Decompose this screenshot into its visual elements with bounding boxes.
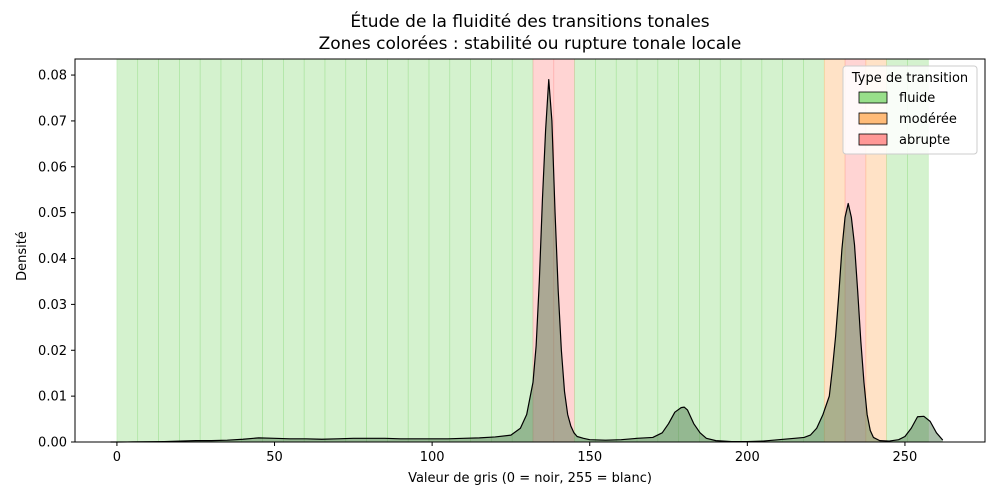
legend-swatch-modérée: [858, 112, 888, 125]
density-line: [110, 79, 944, 443]
x-axis-label: Valeur de gris (0 = noir, 255 = blanc): [408, 471, 652, 486]
zone-band-fluide: [345, 58, 367, 443]
axes: 0 50 100 150 200 250 0.00 0.01 0.02 0.03 0.04 0.05 0…: [38, 58, 986, 465]
zone-band-fluide: [740, 58, 763, 443]
zone-band-fluide: [366, 58, 388, 443]
zone-band-fluide: [678, 58, 700, 443]
zone-band-fluide: [615, 58, 638, 443]
x-tick-label: 100: [420, 450, 445, 465]
y-tick-label: 0.05: [38, 206, 67, 221]
zone-band-fluide: [262, 58, 284, 443]
x-tick-label: 0: [113, 450, 121, 465]
zone-band-fluide: [324, 58, 347, 443]
density-curve: [110, 79, 944, 443]
x-tick-label: 200: [735, 450, 760, 465]
legend-label: abrupte: [899, 133, 950, 148]
zone-band-fluide: [158, 58, 180, 443]
y-axis-label: Densité: [15, 231, 30, 281]
zone-band-fluide: [303, 58, 326, 443]
zone-band-fluide: [491, 58, 513, 443]
zone-band-fluide: [137, 58, 159, 443]
y-tick-label: 0.00: [38, 436, 67, 451]
legend-title: Type de transition: [851, 71, 968, 86]
y-tick-label: 0.07: [38, 114, 67, 129]
density-area: [110, 79, 943, 442]
zone-band-fluide: [761, 58, 783, 443]
zone-band-fluide: [636, 58, 659, 443]
y-tick-label: 0.02: [38, 344, 67, 359]
zone-band-fluide: [782, 58, 804, 443]
y-tick-label: 0.03: [38, 298, 67, 313]
zone-bands: [116, 58, 929, 443]
chart-title: Étude de la fluidité des transitions ton…: [350, 12, 710, 32]
legend: Type de transition fluide modérée abrupte: [842, 65, 978, 155]
chart-subtitle: Zones colorées : stabilité ou rupture to…: [318, 34, 742, 54]
y-tick-label: 0.08: [38, 69, 67, 84]
x-tick-label: 50: [266, 450, 283, 465]
zone-band-fluide: [179, 58, 201, 443]
zone-band-fluide: [511, 58, 534, 443]
legend-swatch-fluide: [858, 91, 888, 104]
zone-band-fluide: [283, 58, 305, 443]
plot-frame: [74, 58, 986, 443]
legend-label: modérée: [899, 112, 957, 127]
zone-band-fluide: [595, 58, 617, 443]
zone-band-fluide: [719, 58, 742, 443]
zone-band-fluide: [241, 58, 263, 443]
y-tick-label: 0.06: [38, 160, 67, 175]
zone-band-fluide: [199, 58, 222, 443]
zone-band-fluide: [574, 58, 596, 443]
zone-band-fluide: [803, 58, 825, 443]
zone-band-fluide: [407, 58, 430, 443]
zone-band-fluide: [657, 58, 679, 443]
zone-band-fluide: [428, 58, 451, 443]
y-tick-label: 0.04: [38, 252, 67, 267]
y-tick-label: 0.01: [38, 390, 67, 405]
zone-band-fluide: [116, 58, 139, 443]
x-tick-label: 150: [577, 450, 602, 465]
zone-band-fluide: [470, 58, 492, 443]
legend-label: fluide: [899, 91, 935, 106]
legend-swatch-abrupte: [858, 133, 888, 146]
x-tick-label: 250: [893, 450, 918, 465]
zone-band-fluide: [387, 58, 409, 443]
zone-band-fluide: [220, 58, 243, 443]
zone-band-fluide: [449, 58, 471, 443]
legend-box: [842, 65, 978, 155]
zone-band-fluide: [699, 58, 721, 443]
